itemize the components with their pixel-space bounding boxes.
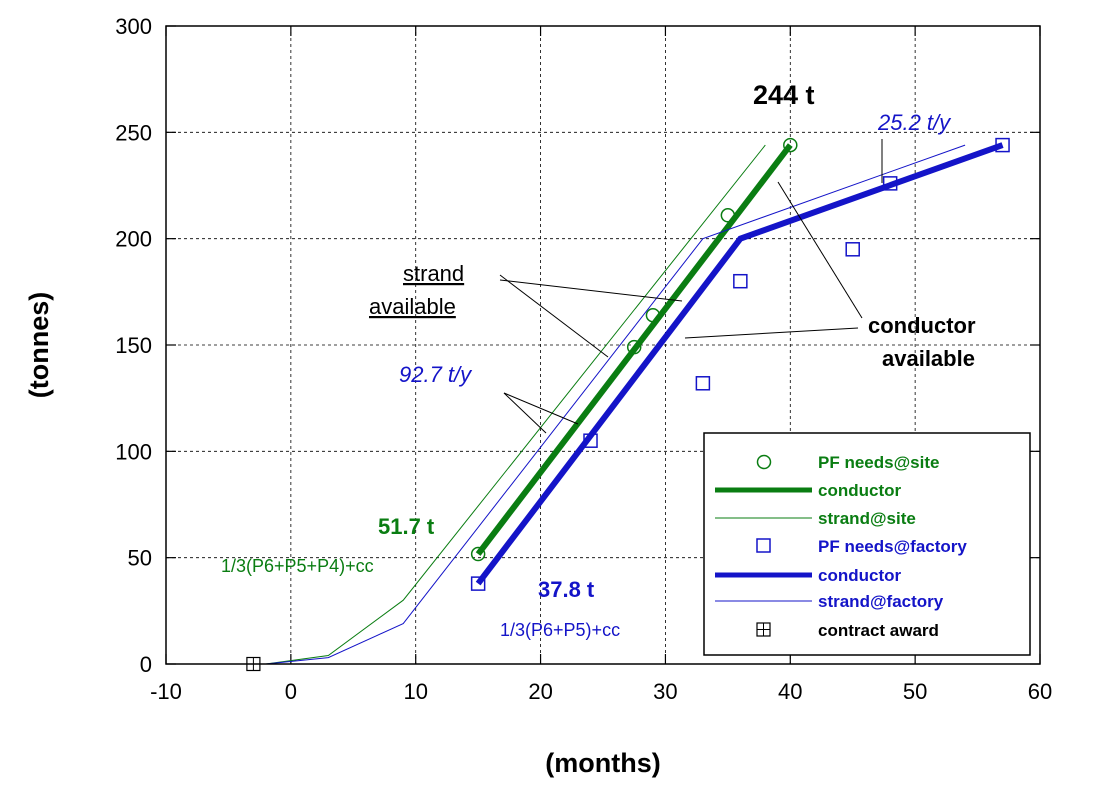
y-tick-label: 250 <box>115 120 152 145</box>
annotation-total: 244 t <box>753 80 815 110</box>
legend-label-pf-needs-site: PF needs@site <box>818 453 939 472</box>
series-line-conductor-1 <box>475 143 793 556</box>
annotation-site-start-formula: 1/3(P6+P5+P4)+cc <box>221 556 374 576</box>
y-tick-label: 200 <box>115 227 152 252</box>
x-tick-label: 60 <box>1028 679 1052 704</box>
data-point-pf-needs-site <box>470 546 486 562</box>
annotation-strand-line1: strand <box>403 261 464 286</box>
data-point-pf-needs-factory <box>733 273 748 289</box>
legend-label-strand-factory: strand@factory <box>818 592 944 611</box>
y-tick-label: 300 <box>115 14 152 39</box>
series-line-strand-site-2 <box>265 144 766 665</box>
data-point-pf-needs-factory <box>695 376 711 391</box>
annotation-conductor-line1: conductor <box>868 313 976 338</box>
annotation-rate-site: 92.7 t/y <box>399 362 473 387</box>
leader-conductor-site <box>777 181 863 319</box>
series-line-strand-factory-5 <box>265 144 966 665</box>
x-tick-label: 40 <box>778 679 802 704</box>
annotation-factory-start-value: 37.8 t <box>538 577 595 602</box>
annotation-strand-line2: available <box>369 294 456 319</box>
annotation-site-start-value: 51.7 t <box>378 514 435 539</box>
y-axis-title: (tonnes) <box>24 292 54 398</box>
x-tick-label: 20 <box>528 679 552 704</box>
x-axis-title: (months) <box>545 748 660 778</box>
legend-marker-pf-needs-factory <box>756 538 771 553</box>
series-layer <box>246 137 1010 672</box>
annotation-rate-factory: 25.2 t/y <box>877 110 952 135</box>
y-tick-label: 100 <box>115 439 152 464</box>
legend-label-pf-needs-factory: PF needs@factory <box>818 537 967 556</box>
data-point-pf-needs-factory <box>845 242 860 257</box>
x-tick-label: 0 <box>285 679 297 704</box>
legend-box <box>703 432 1031 656</box>
data-point-pf-needs-factory <box>470 576 486 591</box>
legend-label-conductor-site: conductor <box>818 481 901 500</box>
y-tick-label: 150 <box>115 333 152 358</box>
leader-strand-site <box>499 274 609 358</box>
legend-marker-pf-needs-site <box>756 454 772 470</box>
annotation-conductor-line2: available <box>882 346 975 371</box>
legend: PF needs@site conductor strand@site PF n… <box>703 432 1031 656</box>
x-tick-label: 10 <box>403 679 427 704</box>
legend-label-strand-site: strand@site <box>818 509 916 528</box>
y-tick-label: 50 <box>128 546 152 571</box>
data-point-pf-needs-site <box>783 137 798 153</box>
leader-conductor-factory <box>684 327 859 339</box>
leader-rate-site-2 <box>503 392 579 425</box>
legend-marker-contract-award <box>756 622 771 637</box>
legend-label-conductor-factory: conductor <box>818 566 901 585</box>
leader-rate-site-1 <box>503 392 547 434</box>
series-line-conductor-4 <box>475 142 1004 586</box>
x-tick-label: 30 <box>653 679 677 704</box>
y-tick-label: 0 <box>140 652 152 677</box>
legend-label-contract-award: contract award <box>818 621 939 640</box>
annotations: 244 t 25.2 t/y strand available conducto… <box>221 80 976 640</box>
x-tick-label: -10 <box>150 679 182 704</box>
plot-frame <box>165 25 1041 665</box>
annotation-factory-start-formula: 1/3(P6+P5)+cc <box>500 620 620 640</box>
x-tick-label: 50 <box>903 679 927 704</box>
leader-strand-factory <box>499 279 683 302</box>
